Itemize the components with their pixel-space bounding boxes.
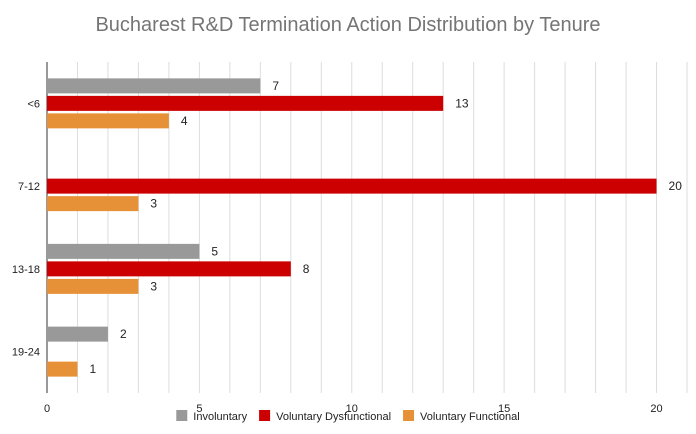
data-label: 13 — [455, 96, 469, 110]
bar — [47, 178, 657, 194]
legend-item: Involuntary — [176, 410, 248, 423]
data-label: 3 — [150, 279, 157, 293]
x-tick-label: 15 — [498, 403, 510, 415]
legend-swatch — [176, 410, 188, 421]
data-label: 7 — [272, 79, 279, 93]
data-label: 3 — [150, 197, 157, 211]
legend-label: Involuntary — [193, 411, 247, 423]
category-label: 13-18 — [12, 264, 40, 276]
legend-label: Voluntary Dysfunctional — [276, 411, 391, 423]
category-label: 7-12 — [18, 181, 40, 193]
bars: 7 13 4 20 3 5 8 3 2 1 — [47, 78, 683, 377]
legend-swatch — [403, 410, 415, 421]
data-label: 20 — [669, 179, 683, 193]
bar — [47, 113, 169, 129]
data-label: 5 — [211, 244, 218, 258]
bar — [47, 78, 261, 94]
x-axis: 0 5 10 15 20 — [44, 403, 663, 415]
x-tick-label: 5 — [196, 403, 202, 415]
legend-item: Voluntary Dysfunctional — [259, 410, 391, 423]
data-label: 4 — [181, 114, 188, 128]
bar — [47, 243, 200, 259]
category-label: 19-24 — [12, 347, 40, 359]
x-tick-label: 20 — [650, 403, 662, 415]
bar — [47, 361, 78, 377]
legend-label: Voluntary Functional — [420, 411, 520, 423]
gridlines — [46, 62, 688, 393]
bar — [47, 261, 291, 277]
x-tick-label: 10 — [346, 403, 358, 415]
data-label: 2 — [120, 327, 127, 341]
category-label: <6 — [27, 98, 40, 110]
x-tick-label: 0 — [44, 403, 50, 415]
data-label: 8 — [303, 262, 310, 276]
bar — [47, 326, 108, 342]
bar — [47, 196, 139, 212]
bar — [47, 95, 444, 111]
legend-item: Voluntary Functional — [403, 410, 520, 423]
data-label: 1 — [89, 362, 96, 376]
category-labels: <6 7-12 13-18 19-24 — [12, 98, 40, 358]
chart-title: Bucharest R&D Termination Action Distrib… — [95, 14, 601, 36]
legend: Involuntary Voluntary Dysfunctional Volunt… — [176, 410, 520, 423]
bar — [47, 278, 139, 294]
legend-swatch — [259, 410, 271, 421]
